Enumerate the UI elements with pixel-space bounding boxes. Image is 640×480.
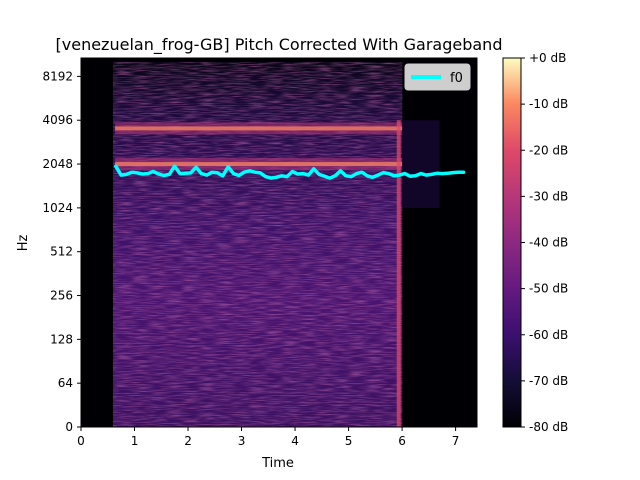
x-tick-label: 3 <box>238 434 246 448</box>
y-tick-label: 512 <box>50 245 73 259</box>
colorbar-tick-label: -60 dB <box>529 328 568 342</box>
plot-area <box>81 58 477 427</box>
colorbar-tick-label: -20 dB <box>529 143 568 157</box>
x-tick-label: 0 <box>77 434 85 448</box>
signal-texture <box>113 62 403 427</box>
x-tick-label: 4 <box>291 434 299 448</box>
colorbar-tick-label: -80 dB <box>529 420 568 434</box>
y-tick-label: 0 <box>65 420 73 434</box>
colorbar-tick-label: +0 dB <box>529 51 566 65</box>
y-tick-label: 256 <box>50 289 73 303</box>
harmonic-core-1 <box>115 126 403 131</box>
legend: f0 <box>404 63 471 91</box>
x-tick-label: 6 <box>398 434 406 448</box>
spectrogram <box>113 62 440 427</box>
y-tick-label: 64 <box>58 376 73 390</box>
chart-title: [venezuelan_frog-GB] Pitch Corrected Wit… <box>56 35 503 55</box>
y-tick-label: 128 <box>50 332 73 346</box>
axes-frame <box>80 57 478 428</box>
x-tick-label: 5 <box>345 434 353 448</box>
harmonic-core-0 <box>115 162 403 167</box>
x-tick-label: 1 <box>131 434 139 448</box>
y-tick-label: 1024 <box>42 201 73 215</box>
f0-curve <box>114 164 466 180</box>
colorbar-gradient <box>502 57 522 428</box>
y-tick-label: 2048 <box>42 157 73 171</box>
signal-tail <box>402 120 440 208</box>
colorbar-tick-label: -70 dB <box>529 374 568 388</box>
legend-label-f0: f0 <box>450 71 463 86</box>
y-tick-label: 8192 <box>42 69 73 83</box>
x-tick-label: 7 <box>452 434 460 448</box>
f0-line <box>114 164 466 180</box>
x-axis-ticks: 0 1 2 3 4 5 6 7 <box>77 427 459 448</box>
y-axis-label: Hz <box>16 235 31 252</box>
y-tick-label: 4096 <box>42 113 73 127</box>
colorbar-ticks: +0 dB -10 dB -20 dB -30 dB -40 dB -50 dB -60 d… <box>521 51 568 434</box>
x-tick-label: 2 <box>184 434 192 448</box>
x-axis-label: Time <box>261 456 294 471</box>
colorbar: +0 dB -10 dB -20 dB -30 dB -40 dB -50 dB -60 d… <box>502 51 568 434</box>
colorbar-tick-label: -40 dB <box>529 236 568 250</box>
transient-line <box>396 120 401 427</box>
y-axis-ticks: 0 64 128 256 512 1024 2048 4096 8192 <box>42 69 81 434</box>
colorbar-tick-label: -30 dB <box>529 189 568 203</box>
colorbar-tick-label: -50 dB <box>529 282 568 296</box>
colorbar-tick-label: -10 dB <box>529 97 568 111</box>
